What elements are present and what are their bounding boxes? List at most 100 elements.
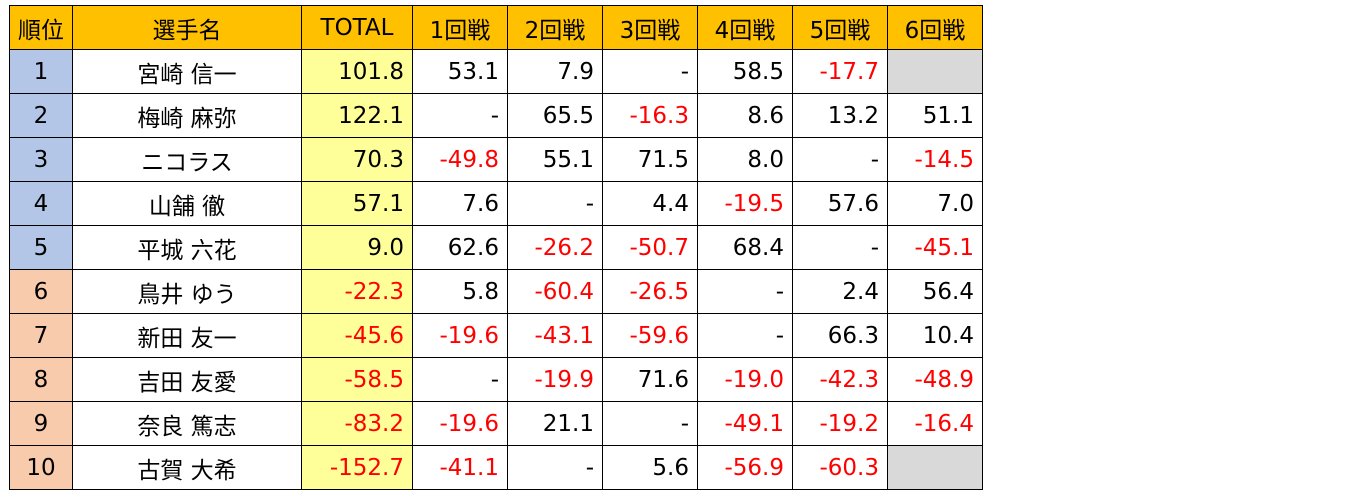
header-row: 順位 選手名 TOTAL 1回戦 2回戦 3回戦 4回戦 5回戦 6回戦 <box>9 5 983 50</box>
header-round-3: 3回戦 <box>602 5 698 50</box>
round-6-score-cell: -45.1 <box>887 225 983 270</box>
round-1-score-cell: -49.8 <box>412 137 508 182</box>
round-5-score-cell: -60.3 <box>792 445 888 490</box>
round-3-score-cell: 5.6 <box>602 445 698 490</box>
round-5-score-cell: 66.3 <box>792 313 888 358</box>
round-5-score-cell: - <box>792 225 888 270</box>
round-5-score-cell: -42.3 <box>792 357 888 402</box>
round-5-score-cell: 13.2 <box>792 93 888 138</box>
player-name-cell: 吉田 友愛 <box>72 357 302 402</box>
round-3-score-cell: - <box>602 49 698 94</box>
round-1-score-cell: -19.6 <box>412 401 508 446</box>
round-1-score-cell: - <box>412 93 508 138</box>
round-3-score-cell: - <box>602 401 698 446</box>
total-cell: -45.6 <box>301 313 413 358</box>
round-6-score-cell: 10.4 <box>887 313 983 358</box>
header-rank: 順位 <box>9 5 73 50</box>
table-row: 7 新田 友一 -45.6 -19.6 -43.1 -59.6-66.3 10.4 <box>9 313 983 358</box>
round-4-score-cell: -49.1 <box>697 401 793 446</box>
header-round-6: 6回戦 <box>887 5 983 50</box>
rank-cell: 3 <box>9 137 73 182</box>
round-1-score-cell: -41.1 <box>412 445 508 490</box>
table-row: 6 鳥井 ゆう -22.3 5.8 -60.4 -26.5-2.4 56.4 <box>9 269 983 314</box>
header-name: 選手名 <box>72 5 302 50</box>
round-2-score-cell: -26.2 <box>507 225 603 270</box>
round-4-score-cell: 8.0 <box>697 137 793 182</box>
rank-cell: 9 <box>9 401 73 446</box>
round-2-score-cell: 65.5 <box>507 93 603 138</box>
rank-cell: 2 <box>9 93 73 138</box>
round-3-score-cell: 71.5 <box>602 137 698 182</box>
table-body: 1 宮崎 信一 101.8 53.1 7.9-58.5 -17.7 2 梅崎 麻弥 122.1-… <box>9 49 983 490</box>
round-6-score-cell <box>887 445 983 490</box>
round-5-score-cell: 57.6 <box>792 181 888 226</box>
total-cell: 9.0 <box>301 225 413 270</box>
round-4-score-cell: -19.5 <box>697 181 793 226</box>
header-round-5: 5回戦 <box>792 5 888 50</box>
round-6-score-cell: -48.9 <box>887 357 983 402</box>
round-1-score-cell: 53.1 <box>412 49 508 94</box>
player-name-cell: 山舗 徹 <box>72 181 302 226</box>
round-4-score-cell: 58.5 <box>697 49 793 94</box>
round-2-score-cell: - <box>507 445 603 490</box>
table-row: 8 吉田 友愛 -58.5- -19.9 71.6 -19.0 -42.3 -48.9 <box>9 357 983 402</box>
round-1-score-cell: 62.6 <box>412 225 508 270</box>
standings-table: 順位 選手名 TOTAL 1回戦 2回戦 3回戦 4回戦 5回戦 6回戦 1 宮崎… <box>9 5 983 490</box>
table-row: 3 ニコラス 70.3 -49.8 55.1 71.5 8.0- -14.5 <box>9 137 983 182</box>
round-5-score-cell: -19.2 <box>792 401 888 446</box>
player-name-cell: ニコラス <box>72 137 302 182</box>
rank-cell: 10 <box>9 445 73 490</box>
round-6-score-cell: 56.4 <box>887 269 983 314</box>
round-2-score-cell: 21.1 <box>507 401 603 446</box>
header-total: TOTAL <box>301 5 413 50</box>
table-row: 10 古賀 大希 -152.7 -41.1-5.6 -56.9 -60.3 <box>9 445 983 490</box>
round-6-score-cell: 51.1 <box>887 93 983 138</box>
rank-cell: 6 <box>9 269 73 314</box>
player-name-cell: 宮崎 信一 <box>72 49 302 94</box>
player-name-cell: 古賀 大希 <box>72 445 302 490</box>
total-cell: -22.3 <box>301 269 413 314</box>
player-name-cell: 平城 六花 <box>72 225 302 270</box>
table-row: 5 平城 六花 9.0 62.6 -26.2 -50.7 68.4- -45.1 <box>9 225 983 270</box>
round-4-score-cell: 8.6 <box>697 93 793 138</box>
total-cell: 122.1 <box>301 93 413 138</box>
table-row: 4 山舗 徹 57.1 7.6-4.4 -19.5 57.6 7.0 <box>9 181 983 226</box>
round-4-score-cell: -56.9 <box>697 445 793 490</box>
round-3-score-cell: -26.5 <box>602 269 698 314</box>
round-6-score-cell: 7.0 <box>887 181 983 226</box>
round-3-score-cell: -59.6 <box>602 313 698 358</box>
round-4-score-cell: -19.0 <box>697 357 793 402</box>
player-name-cell: 新田 友一 <box>72 313 302 358</box>
rank-cell: 4 <box>9 181 73 226</box>
total-cell: 101.8 <box>301 49 413 94</box>
table-row: 9 奈良 篤志 -83.2 -19.6 21.1- -49.1 -19.2 -16.4 <box>9 401 983 446</box>
round-2-score-cell: 7.9 <box>507 49 603 94</box>
round-6-score-cell: -14.5 <box>887 137 983 182</box>
round-2-score-cell: -60.4 <box>507 269 603 314</box>
round-2-score-cell: - <box>507 181 603 226</box>
round-3-score-cell: 4.4 <box>602 181 698 226</box>
round-6-score-cell: -16.4 <box>887 401 983 446</box>
round-2-score-cell: -43.1 <box>507 313 603 358</box>
round-4-score-cell: 68.4 <box>697 225 793 270</box>
round-3-score-cell: -50.7 <box>602 225 698 270</box>
player-name-cell: 梅崎 麻弥 <box>72 93 302 138</box>
round-5-score-cell: 2.4 <box>792 269 888 314</box>
round-4-score-cell: - <box>697 313 793 358</box>
rank-cell: 8 <box>9 357 73 402</box>
header-round-4: 4回戦 <box>697 5 793 50</box>
round-3-score-cell: 71.6 <box>602 357 698 402</box>
round-5-score-cell: -17.7 <box>792 49 888 94</box>
total-cell: 57.1 <box>301 181 413 226</box>
round-2-score-cell: 55.1 <box>507 137 603 182</box>
player-name-cell: 鳥井 ゆう <box>72 269 302 314</box>
round-1-score-cell: 7.6 <box>412 181 508 226</box>
round-4-score-cell: - <box>697 269 793 314</box>
round-1-score-cell: - <box>412 357 508 402</box>
total-cell: -58.5 <box>301 357 413 402</box>
total-cell: 70.3 <box>301 137 413 182</box>
round-1-score-cell: -19.6 <box>412 313 508 358</box>
total-cell: -83.2 <box>301 401 413 446</box>
total-cell: -152.7 <box>301 445 413 490</box>
header-round-2: 2回戦 <box>507 5 603 50</box>
